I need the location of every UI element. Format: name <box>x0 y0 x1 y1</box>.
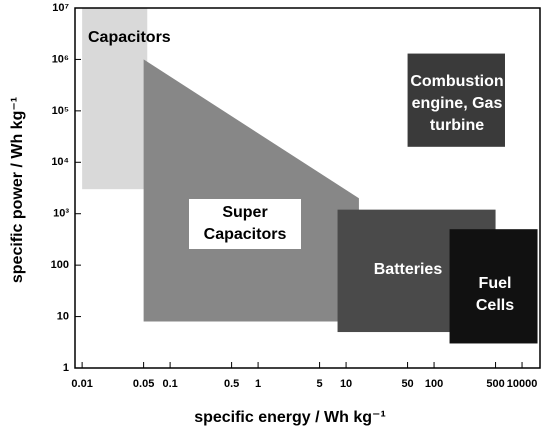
x-tick-label: 1 <box>255 378 261 390</box>
y-tick-label: 10⁵ <box>52 105 69 117</box>
region <box>407 53 505 147</box>
label-box <box>189 199 301 249</box>
y-tick-label: 10³ <box>53 208 69 220</box>
y-tick-label: 100 <box>51 259 69 271</box>
region-label: Capacitors <box>88 29 171 46</box>
region-label: Cells <box>476 297 514 314</box>
region-label: engine, Gas <box>412 95 503 112</box>
x-axis-label: specific energy / Wh kg⁻¹ <box>194 409 386 426</box>
x-tick-label: 5 <box>317 378 323 390</box>
region <box>449 229 538 344</box>
x-tick-label: 0.5 <box>224 378 239 390</box>
x-tick-label: 50 <box>401 378 413 390</box>
x-tick-label: 0.01 <box>71 378 92 390</box>
y-tick-label: 10⁷ <box>52 2 69 14</box>
y-tick-label: 1 <box>63 362 69 374</box>
region-label: turbine <box>430 117 484 134</box>
x-tick-label: 0.05 <box>133 378 154 390</box>
region-label: Batteries <box>374 261 443 278</box>
y-axis-label: specific power / Wh kg⁻¹ <box>9 97 26 283</box>
y-tick-label: 10 <box>57 310 69 322</box>
x-tick-label: 10 <box>340 378 352 390</box>
y-tick-label: 10⁶ <box>52 53 69 65</box>
region-label: Fuel <box>479 275 512 292</box>
x-tick-label: 500 <box>486 378 504 390</box>
plot-frame <box>74 7 541 369</box>
region-label: Combustion <box>410 73 503 90</box>
region-label: Super <box>222 204 267 221</box>
x-tick-label: 100 <box>425 378 443 390</box>
region <box>143 59 359 322</box>
region <box>82 8 148 190</box>
x-tick-label: 10000 <box>507 378 538 390</box>
y-tick-label: 10⁴ <box>51 156 69 168</box>
region-label: Capacitors <box>204 226 287 243</box>
x-tick-label: 0.1 <box>162 378 177 390</box>
